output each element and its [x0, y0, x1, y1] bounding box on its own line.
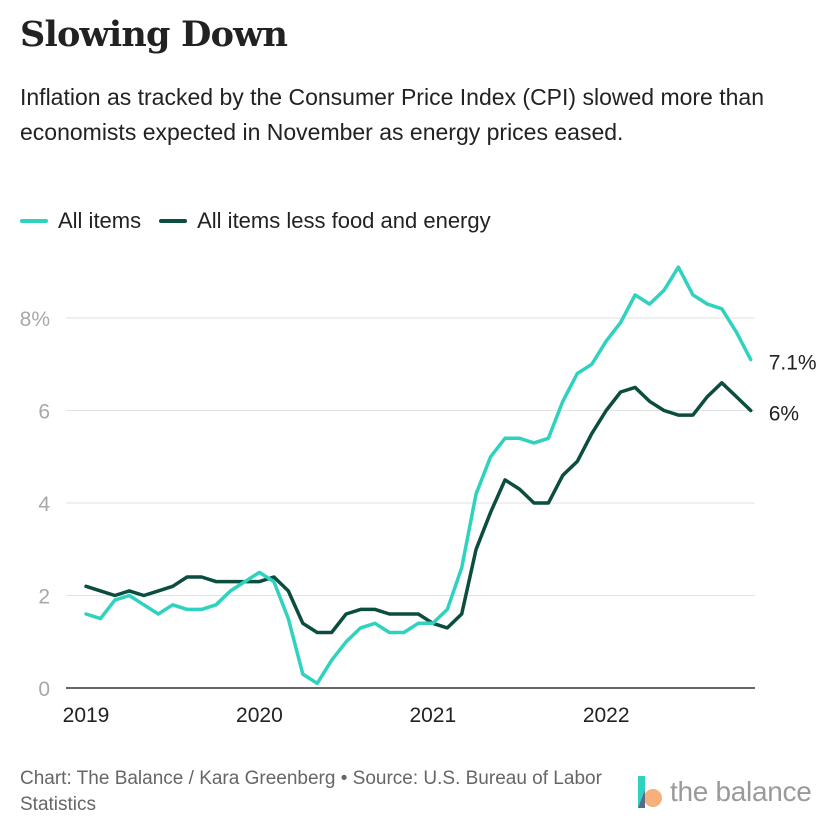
y-tick-label: 0 [38, 678, 50, 701]
y-tick-label: 2 [38, 586, 50, 609]
legend-swatch-core [159, 219, 188, 223]
chart-credit: Chart: The Balance / Kara Greenberg • So… [20, 768, 602, 815]
y-tick-label: 8% [20, 308, 50, 331]
series-line-core [84, 381, 753, 635]
series-line-all-items [84, 265, 753, 686]
end-label-core: 6% [769, 403, 799, 426]
x-tick-label: 2022 [583, 704, 630, 727]
y-tick-label: 6 [38, 401, 50, 424]
legend-item-all-items: All items [20, 208, 141, 234]
logo-text: the balance [670, 776, 812, 807]
chart-title: Slowing Down [20, 14, 288, 55]
the-balance-logo: the balance [636, 772, 812, 812]
y-tick-label: 4 [38, 493, 50, 516]
legend-label-all-items: All items [58, 208, 142, 233]
legend: All items All items less food and energy [20, 206, 509, 236]
x-tick-label: 2019 [63, 704, 110, 727]
x-tick-label: 2021 [409, 704, 456, 727]
legend-swatch-all-items [20, 219, 48, 223]
x-tick-label: 2020 [236, 704, 283, 727]
chart-subtitle: Inflation as tracked by the Consumer Pri… [20, 84, 765, 145]
legend-label-core: All items less food and energy [197, 208, 491, 233]
end-label-all-items: 7.1% [769, 352, 817, 375]
the-balance-logo-icon [636, 774, 664, 810]
legend-item-core: All items less food and energy [159, 208, 491, 234]
